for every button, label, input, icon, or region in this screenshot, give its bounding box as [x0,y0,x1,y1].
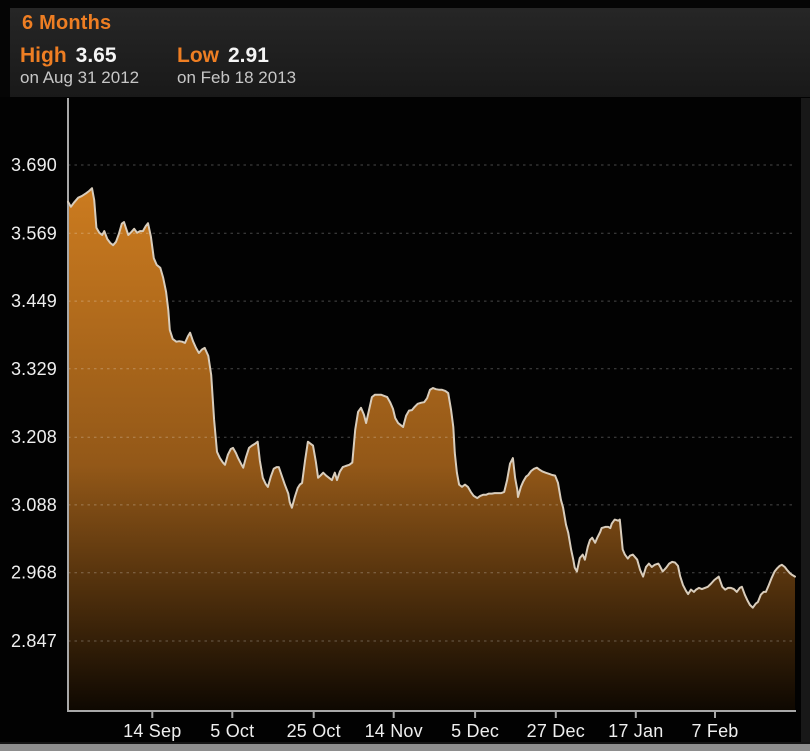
x-tick-label: 14 Nov [365,721,423,741]
y-tick-label: 3.569 [11,223,57,243]
low-label: Low [177,44,219,67]
y-tick-label: 3.690 [11,155,57,175]
y-tick-label: 2.847 [11,631,57,651]
header-panel: 6 Months High 3.65 on Aug 31 2012 Low 2.91… [10,8,810,97]
x-tick-label: 7 Feb [691,721,738,741]
axes [67,98,796,718]
high-value: 3.65 [75,44,117,67]
high-date: on Aug 31 2012 [20,68,140,87]
high-line: High 3.65 [20,44,139,67]
x-tick-label: 25 Oct [287,721,341,741]
y-tick-label: 3.208 [11,427,57,447]
x-axis-labels: 14 Sep 5 Oct 25 Oct 14 Nov 5 Dec 27 Dec 17 Jan… [123,721,738,741]
y-axis-labels: 3.690 3.569 3.449 3.329 3.208 3.088 2.968 2.847 [11,155,57,651]
high-stat: High 3.65 on Aug 31 2012 [20,44,139,88]
high-label: High [20,44,67,67]
x-tick-label: 5 Oct [210,721,254,741]
x-tick-label: 14 Sep [123,721,181,741]
y-tick-label: 3.088 [11,495,57,515]
price-area-fill [68,188,795,711]
y-tick-label: 2.968 [11,563,57,583]
range-title: 6 Months [22,12,112,34]
x-tick-label: 17 Jan [608,721,663,741]
bottom-bar [0,742,810,751]
y-tick-label: 3.449 [11,291,57,311]
low-stat: Low 2.91 on Feb 18 2013 [177,44,296,88]
low-line: Low 2.91 [177,44,296,67]
low-value: 2.91 [228,44,269,67]
chart-header: 6 Months High 3.65 on Aug 31 2012 Low 2.91… [0,0,810,97]
low-date: on Feb 18 2013 [177,68,297,87]
price-line [67,187,796,609]
y-tick-label: 3.329 [11,359,57,379]
x-tick-label: 27 Dec [527,721,585,741]
gridlines [68,164,795,642]
right-edge-strip [801,98,810,744]
x-tick-label: 5 Dec [451,721,499,741]
